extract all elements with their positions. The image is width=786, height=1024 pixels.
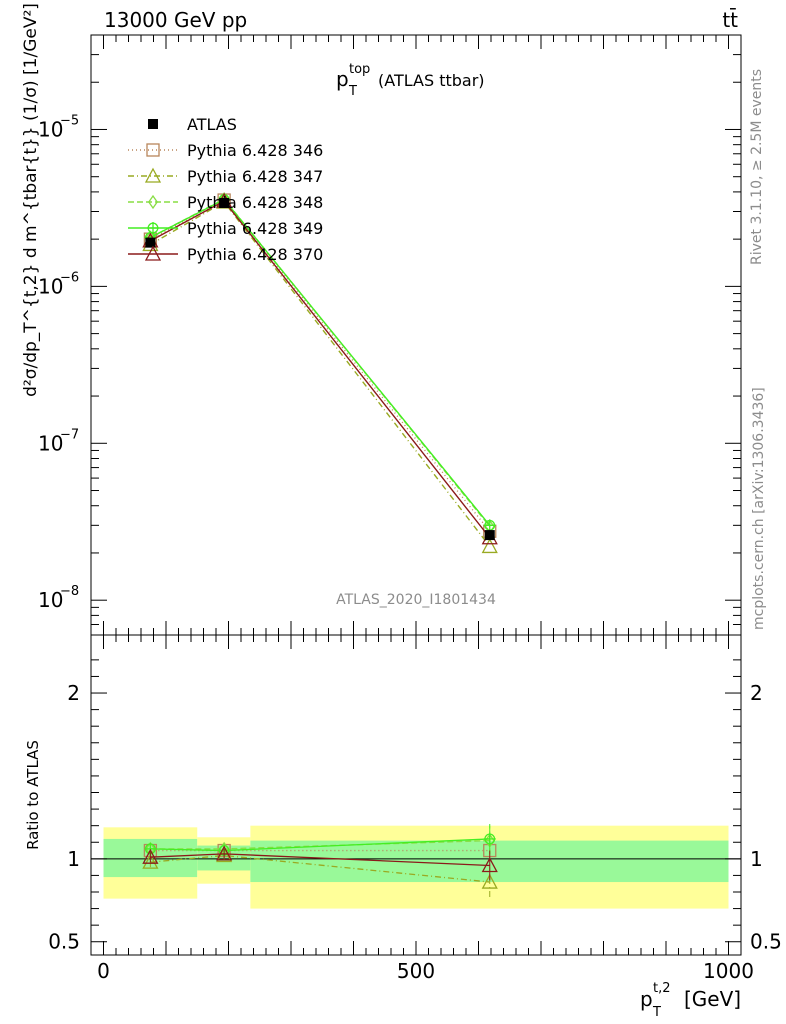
legend-entry: Pythia 6.428 370 <box>128 245 323 264</box>
legend-label: Pythia 6.428 348 <box>187 193 323 212</box>
axis-ticks <box>91 34 741 955</box>
y-tick-label-exponent: −6 <box>60 270 79 285</box>
data-point <box>481 857 498 873</box>
legend-label: Pythia 6.428 346 <box>187 141 323 160</box>
data-point <box>483 832 496 845</box>
title-suffix: (ATLAS ttbar) <box>378 71 485 90</box>
x-tick-label: 500 <box>397 959 435 983</box>
x-axis-label: p t,2 T [GeV] <box>640 981 741 1020</box>
x-tick-label: 0 <box>97 959 110 983</box>
reference-series <box>145 197 495 541</box>
x-label-unit: [GeV] <box>684 987 741 1011</box>
legend-label: Pythia 6.428 349 <box>187 219 323 238</box>
data-point <box>146 143 160 157</box>
series-3 <box>145 191 495 534</box>
title-subscript: T <box>348 84 357 99</box>
data-point <box>484 530 495 541</box>
legend-label: Pythia 6.428 347 <box>187 167 323 186</box>
mcplots-label: mcplots.cern.ch [arXiv:1306.3436] <box>751 387 767 630</box>
legend-entry: Pythia 6.428 346 <box>128 141 323 160</box>
data-point <box>144 245 162 261</box>
legend-entry: Pythia 6.428 347 <box>128 167 323 186</box>
ratio-series-layer <box>142 824 498 897</box>
ratio-y-axis-label: Ratio to ATLAS <box>24 740 42 850</box>
legend-label: ATLAS <box>187 115 237 134</box>
y-tick-label-base: 10 <box>38 274 63 298</box>
data-point <box>142 848 159 864</box>
x-label-subscript: T <box>652 1005 661 1020</box>
x-label-symbol: p <box>640 987 653 1011</box>
legend-label: Pythia 6.428 370 <box>187 245 323 264</box>
header-process-label: tt̄ <box>722 7 738 32</box>
y-tick-label-base: 10 <box>38 588 63 612</box>
title-symbol: p <box>336 67 349 91</box>
ratio-y-tick-label-right: 2 <box>750 681 763 705</box>
data-point <box>219 197 230 208</box>
data-point <box>144 167 162 183</box>
ratio-series-5 <box>142 845 498 881</box>
data-point <box>481 538 498 554</box>
data-point <box>148 119 158 129</box>
ratio-y-tick-label: 0.5 <box>48 930 80 954</box>
legend-entry: Pythia 6.428 348 <box>128 193 323 212</box>
series-line <box>150 201 491 547</box>
plot-title: p top T (ATLAS ttbar) <box>336 62 485 99</box>
ratio-y-tick-label: 1 <box>67 847 80 871</box>
y-tick-label-base: 10 <box>38 431 63 455</box>
data-point <box>142 853 159 869</box>
y-tick-label-exponent: −8 <box>60 584 79 599</box>
analysis-watermark: ATLAS_2020_I1801434 <box>336 592 496 608</box>
y-tick-label-exponent: −5 <box>60 113 79 128</box>
data-point <box>216 845 233 861</box>
data-point <box>147 222 159 234</box>
header-collision-label: 13000 GeV pp <box>104 8 247 32</box>
data-point <box>481 873 498 889</box>
legend-entry: Pythia 6.428 349 <box>128 219 323 238</box>
ratio-y-tick-label-right: 1 <box>750 847 763 871</box>
legend: ATLAS Pythia 6.428 346 Pythia 6.428 347 Pyt… <box>128 115 323 264</box>
ratio-y-tick-label-right: 0.5 <box>750 930 782 954</box>
main-y-axis-label: d²σ/dp_T^{t,2} d m^{tbar{t}} (1/σ) [1/Ge… <box>21 3 41 397</box>
data-point <box>145 237 156 248</box>
legend-entry: ATLAS <box>148 115 237 134</box>
ratio-y-tick-label: 2 <box>67 681 80 705</box>
x-tick-label: 1000 <box>703 959 754 983</box>
rivet-version-label: Rivet 3.1.10, ≥ 2.5M events <box>749 69 765 265</box>
y-tick-label-base: 10 <box>38 117 63 141</box>
x-label-superscript: t,2 <box>653 981 671 996</box>
ratio-uncertainty-bands <box>91 825 741 909</box>
data-point <box>216 847 233 863</box>
title-superscript: top <box>349 62 370 77</box>
y-tick-label-exponent: −7 <box>60 427 79 442</box>
data-point <box>148 194 158 210</box>
